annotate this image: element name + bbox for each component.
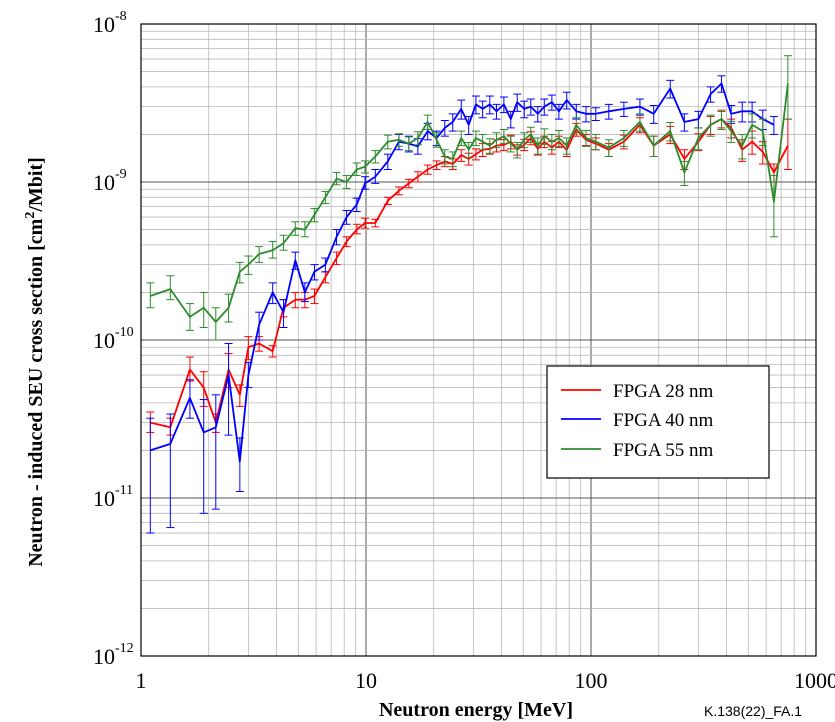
legend-box: [546, 365, 770, 479]
legend-label-40nm: FPGA 40 nm: [613, 410, 714, 431]
legend-label-55nm: FPGA 55 nm: [613, 440, 714, 461]
series-line: [150, 83, 789, 323]
series-1: [146, 75, 778, 534]
series-line: [150, 82, 775, 463]
tick-labels: 1 10 100 1000 10-12 10-11 10-10 10-9 10-8: [93, 9, 835, 693]
x-tick-label: 10: [355, 668, 377, 693]
reference-code: K.138(22)_FA.1: [704, 703, 802, 719]
legend-label-28nm: FPGA 28 nm: [613, 381, 714, 402]
series-2: [146, 55, 792, 341]
x-tick-label: 1000: [794, 668, 835, 693]
error-bars: [146, 55, 792, 341]
y-axis-title: Neutron - induced SEU cross section [cm2…: [23, 157, 47, 567]
x-tick-label: 100: [575, 668, 608, 693]
y-tick-label: 10-12: [93, 641, 134, 669]
y-tick-label: 10-9: [93, 167, 127, 195]
x-tick-label: 1: [136, 668, 147, 693]
grid: [140, 24, 816, 657]
y-tick-label: 10-8: [93, 9, 127, 37]
legend: FPGA 28 nm FPGA 40 nm FPGA 55 nm: [546, 365, 770, 479]
series-layer: [146, 55, 792, 534]
y-tick-label: 10-10: [93, 325, 134, 353]
plot-frame: [140, 23, 817, 657]
x-axis-title: Neutron energy [MeV]: [379, 699, 573, 721]
y-tick-label: 10-11: [93, 483, 133, 511]
